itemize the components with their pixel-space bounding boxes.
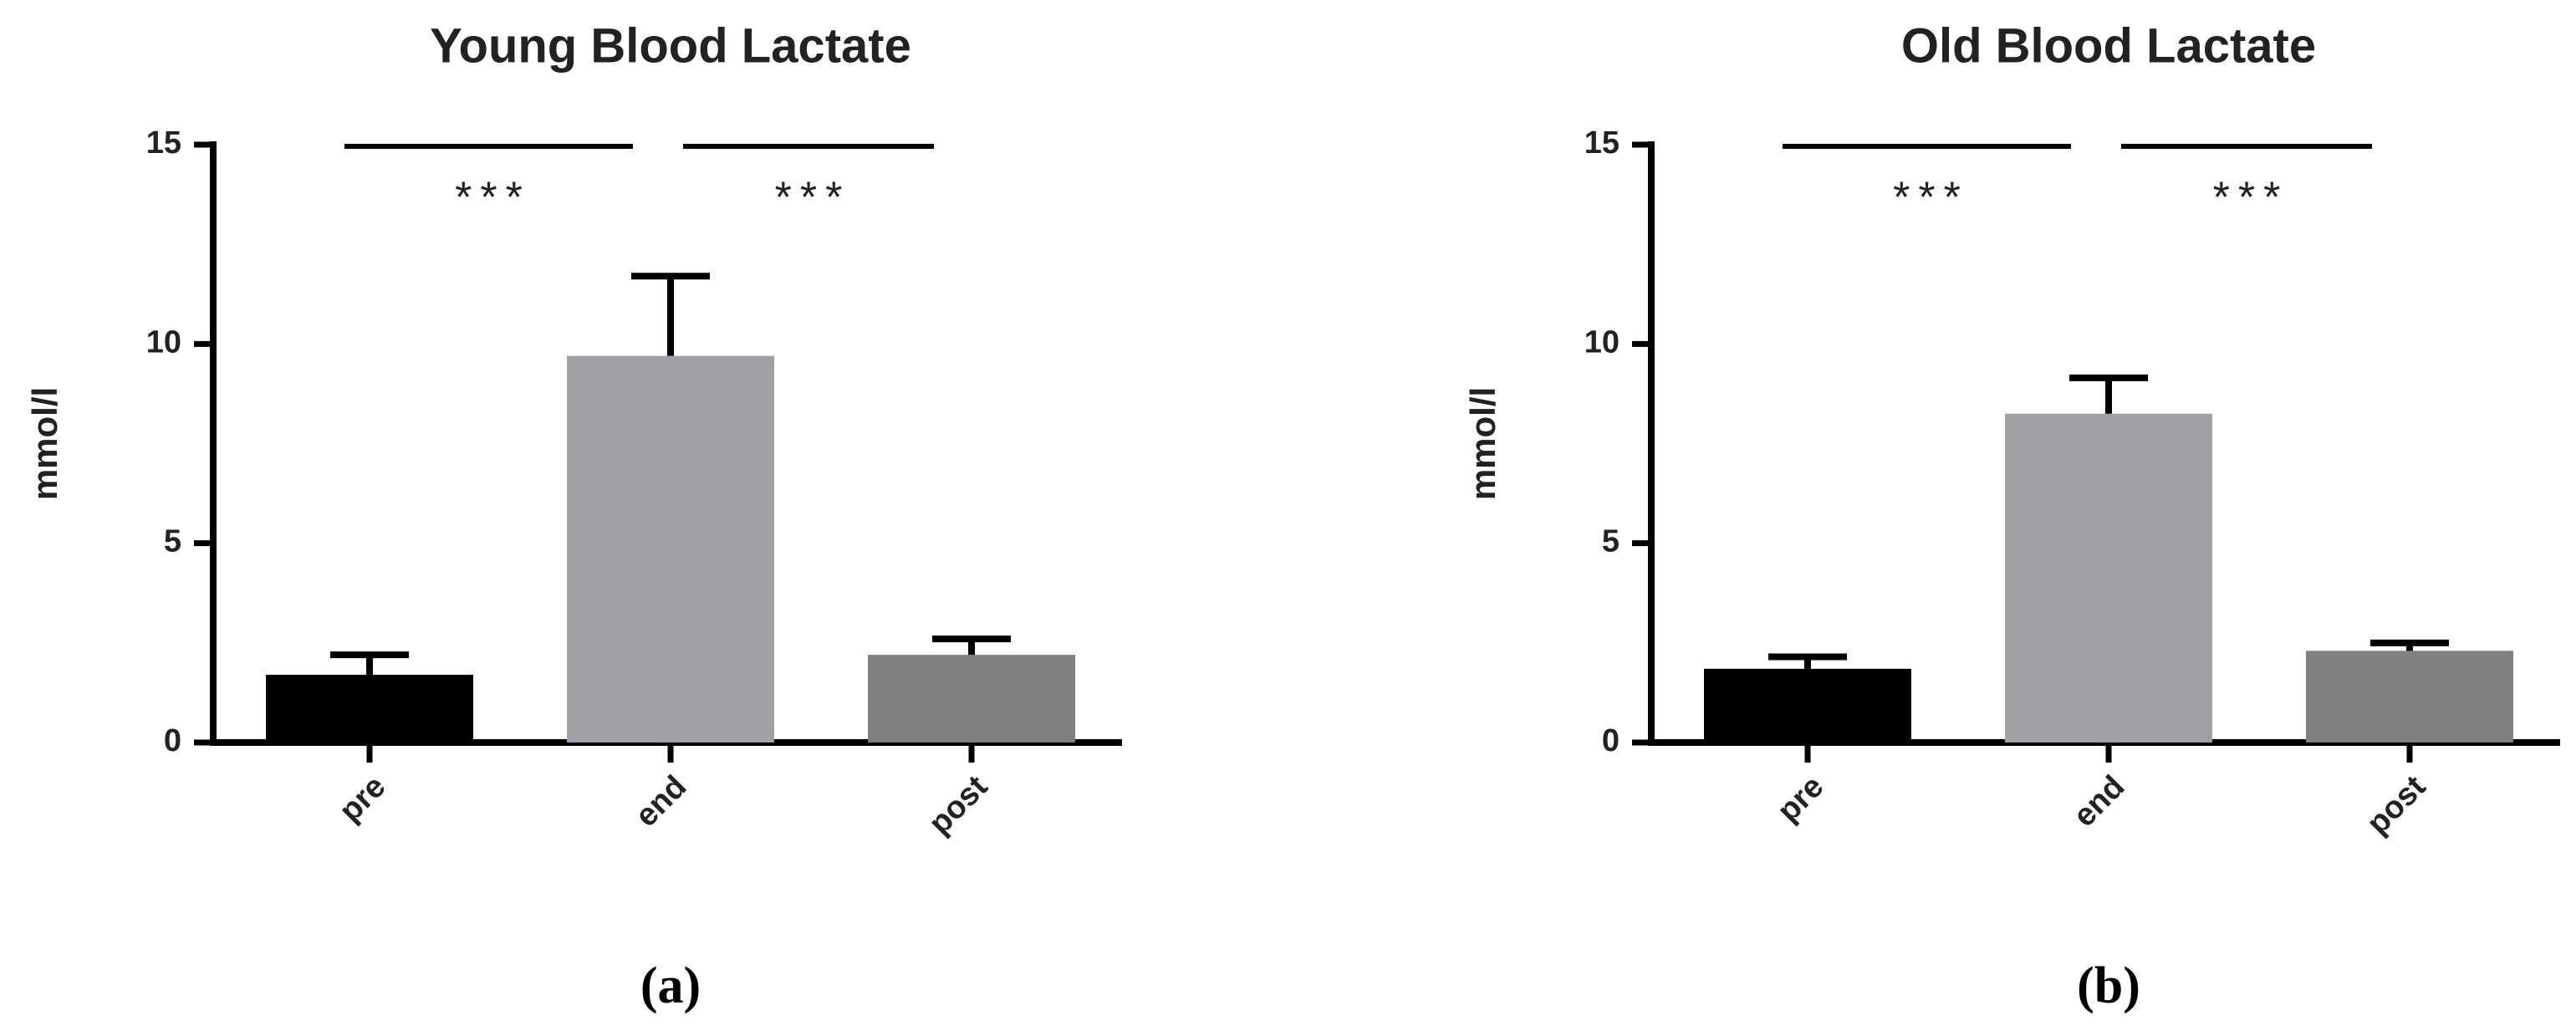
bar [2005, 413, 2212, 743]
error-bar [330, 651, 409, 675]
significance-label: *** [2213, 174, 2289, 222]
y-tick-label: 5 [1602, 524, 1620, 559]
panel-label: (b) [2077, 957, 2140, 1014]
significance-label: *** [455, 174, 531, 222]
x-tick-label: pre [1771, 769, 1831, 829]
bar [868, 655, 1075, 743]
panel-label: (a) [640, 957, 701, 1014]
x-tick-label: post [922, 769, 995, 842]
y-tick-label: 10 [1584, 324, 1620, 360]
y-axis-label: mmol/l [1463, 387, 1502, 500]
y-tick-label: 0 [1602, 723, 1620, 758]
significance-label: *** [1893, 174, 1969, 222]
error-bar [2069, 374, 2148, 414]
bar [1704, 668, 1911, 743]
y-tick-label: 15 [1584, 125, 1620, 161]
x-tick-label: end [629, 769, 693, 834]
error-bar [2370, 639, 2449, 651]
error-bar [631, 273, 710, 356]
y-tick-label: 10 [146, 324, 181, 360]
x-tick-label: end [2067, 769, 2131, 834]
bar [567, 355, 774, 743]
y-tick-label: 5 [164, 524, 181, 559]
x-tick-label: pre [333, 769, 393, 829]
chart-title: Young Blood Lactate [430, 18, 911, 73]
error-bar [932, 635, 1011, 656]
y-axis-label: mmol/l [25, 387, 64, 500]
significance-label: *** [775, 174, 851, 222]
y-tick-label: 15 [146, 125, 181, 161]
y-tick-label: 0 [164, 723, 181, 758]
chart-title: Old Blood Lactate [1901, 18, 2316, 73]
error-bar [1768, 653, 1847, 669]
bar [2306, 651, 2513, 743]
x-tick-label: post [2360, 769, 2433, 842]
bar [266, 674, 473, 743]
